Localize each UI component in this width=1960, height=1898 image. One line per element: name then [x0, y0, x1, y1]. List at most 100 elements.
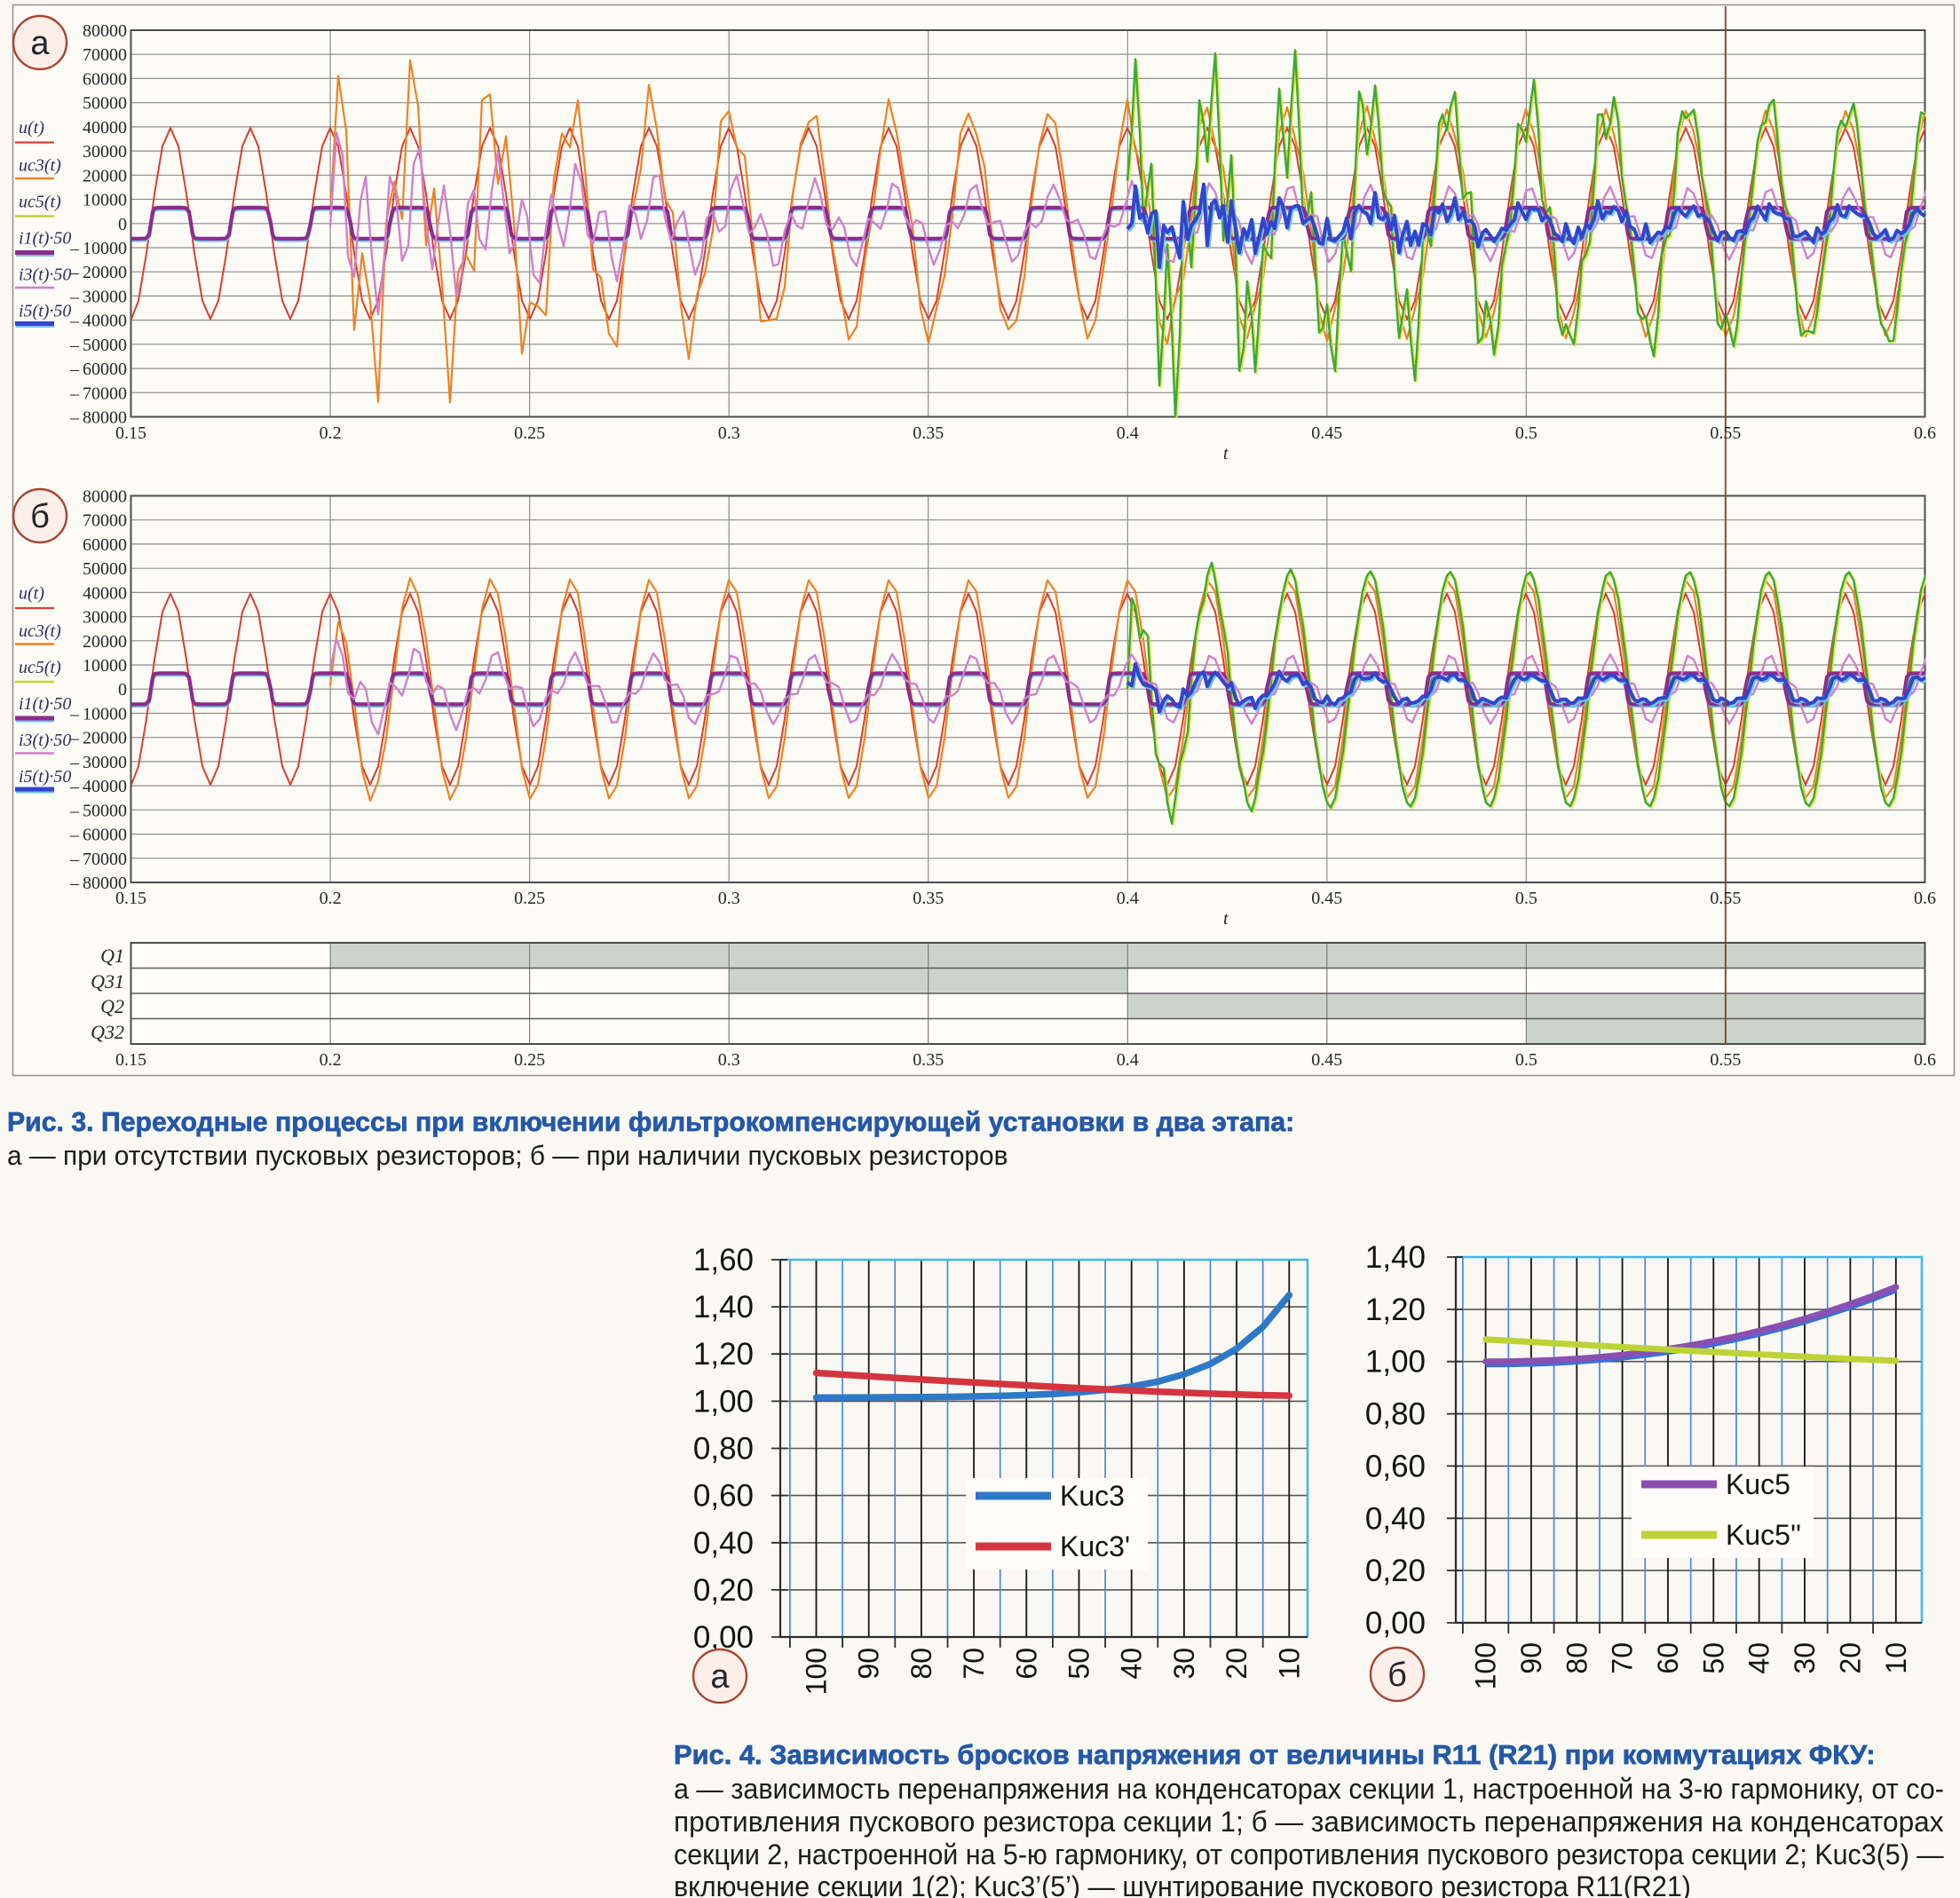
svg-text:секции 2, настроенной на 5-ю г: секции 2, настроенной на 5-ю гармонику, … — [674, 1839, 1944, 1870]
svg-text:0.5: 0.5 — [1515, 889, 1537, 908]
svg-text:70: 70 — [958, 1648, 990, 1680]
svg-text:70000: 70000 — [83, 511, 127, 531]
svg-text:0,80: 0,80 — [1365, 1397, 1426, 1432]
svg-text:0.6: 0.6 — [1914, 1050, 1936, 1070]
svg-text:0.3: 0.3 — [718, 1050, 740, 1070]
svg-text:40: 40 — [1743, 1642, 1775, 1674]
svg-text:0.35: 0.35 — [913, 1050, 944, 1070]
svg-text:60000: 60000 — [83, 535, 127, 555]
svg-text:100: 100 — [801, 1648, 833, 1695]
svg-text:60: 60 — [1652, 1642, 1684, 1674]
svg-text:– 60000: – 60000 — [69, 826, 127, 845]
svg-text:Kuc5'': Kuc5'' — [1726, 1519, 1801, 1551]
svg-text:Рис. 3. Переходные процессы пр: Рис. 3. Переходные процессы при включени… — [7, 1107, 1294, 1137]
svg-text:б: б — [30, 498, 50, 535]
svg-text:– 80000: – 80000 — [69, 408, 127, 428]
svg-text:1,40: 1,40 — [693, 1290, 754, 1325]
svg-text:0.5: 0.5 — [1515, 423, 1537, 443]
svg-text:0.2: 0.2 — [320, 1050, 342, 1070]
svg-text:– 10000: – 10000 — [69, 705, 127, 724]
svg-text:0.25: 0.25 — [514, 423, 545, 443]
svg-text:а — при отсутствии пусковых ре: а — при отсутствии пусковых резисторов; … — [7, 1140, 1008, 1171]
svg-text:0.55: 0.55 — [1710, 423, 1741, 443]
svg-text:– 40000: – 40000 — [69, 777, 127, 796]
svg-text:0.3: 0.3 — [718, 423, 740, 443]
svg-text:0.45: 0.45 — [1311, 1050, 1342, 1070]
svg-text:30: 30 — [1789, 1642, 1821, 1674]
svg-text:– 50000: – 50000 — [69, 801, 127, 820]
svg-text:i5(t)·50: i5(t)·50 — [19, 302, 71, 321]
svg-text:– 70000: – 70000 — [69, 850, 127, 869]
svg-text:0.6: 0.6 — [1914, 889, 1936, 908]
svg-text:u(t): u(t) — [19, 584, 44, 604]
svg-text:– 30000: – 30000 — [69, 753, 127, 772]
svg-text:0.55: 0.55 — [1710, 1050, 1741, 1070]
svg-text:10: 10 — [1273, 1648, 1305, 1680]
svg-text:i1(t)·50: i1(t)·50 — [19, 229, 71, 249]
svg-text:1,40: 1,40 — [1365, 1240, 1426, 1275]
svg-text:20: 20 — [1834, 1642, 1866, 1674]
svg-text:Q32: Q32 — [91, 1021, 124, 1043]
svg-text:30000: 30000 — [83, 142, 127, 162]
svg-text:– 50000: – 50000 — [69, 336, 127, 355]
svg-text:0.4: 0.4 — [1117, 889, 1139, 908]
svg-text:0.15: 0.15 — [115, 423, 146, 443]
svg-text:0,80: 0,80 — [693, 1432, 754, 1467]
svg-text:80: 80 — [1561, 1642, 1592, 1674]
svg-text:0.3: 0.3 — [718, 889, 740, 908]
svg-text:1,00: 1,00 — [1365, 1345, 1426, 1380]
svg-text:10000: 10000 — [83, 656, 127, 676]
svg-text:0: 0 — [118, 680, 127, 700]
svg-text:80: 80 — [905, 1648, 937, 1680]
svg-text:30000: 30000 — [83, 608, 127, 628]
svg-text:Kuc3': Kuc3' — [1060, 1530, 1130, 1562]
svg-text:i3(t)·50: i3(t)·50 — [19, 731, 71, 750]
svg-text:60: 60 — [1010, 1648, 1042, 1680]
svg-text:1,20: 1,20 — [1365, 1293, 1426, 1327]
svg-text:90: 90 — [853, 1648, 885, 1680]
svg-text:Q2: Q2 — [100, 995, 124, 1017]
svg-text:10000: 10000 — [83, 191, 127, 210]
svg-text:0,20: 0,20 — [693, 1573, 754, 1608]
svg-text:0.45: 0.45 — [1311, 889, 1342, 908]
svg-text:Рис. 4. Зависимость бросков на: Рис. 4. Зависимость бросков напряжения о… — [674, 1739, 1876, 1770]
svg-text:0,00: 0,00 — [1365, 1606, 1426, 1641]
svg-text:30: 30 — [1168, 1648, 1200, 1680]
svg-text:0.25: 0.25 — [514, 889, 545, 908]
svg-text:80000: 80000 — [83, 21, 127, 41]
svg-text:20000: 20000 — [83, 166, 127, 186]
svg-text:50: 50 — [1063, 1648, 1095, 1680]
svg-text:10: 10 — [1880, 1642, 1912, 1674]
svg-text:90: 90 — [1515, 1642, 1547, 1674]
svg-text:– 20000: – 20000 — [69, 263, 127, 282]
svg-text:i1(t)·50: i1(t)·50 — [19, 694, 71, 714]
svg-text:i5(t)·50: i5(t)·50 — [19, 767, 71, 787]
svg-text:uc5(t): uc5(t) — [19, 193, 61, 212]
svg-text:50000: 50000 — [83, 94, 127, 114]
svg-text:u(t): u(t) — [19, 118, 44, 138]
svg-text:0.45: 0.45 — [1311, 423, 1342, 443]
svg-text:– 40000: – 40000 — [69, 312, 127, 331]
svg-text:40: 40 — [1116, 1648, 1148, 1680]
svg-text:а: а — [30, 25, 50, 62]
svg-text:1,60: 1,60 — [693, 1243, 754, 1277]
svg-text:б: б — [1387, 1657, 1407, 1694]
svg-text:Kuc3: Kuc3 — [1060, 1480, 1125, 1512]
svg-text:70: 70 — [1607, 1642, 1639, 1674]
svg-text:uc3(t): uc3(t) — [19, 621, 61, 641]
svg-text:0,60: 0,60 — [693, 1479, 754, 1514]
svg-text:i3(t)·50: i3(t)·50 — [19, 265, 71, 285]
svg-text:– 70000: – 70000 — [69, 384, 127, 403]
svg-text:70000: 70000 — [83, 45, 127, 65]
svg-text:0.5: 0.5 — [1515, 1050, 1537, 1070]
svg-text:1,20: 1,20 — [693, 1337, 754, 1372]
svg-text:0,40: 0,40 — [1365, 1501, 1426, 1536]
svg-text:0.15: 0.15 — [115, 1050, 146, 1070]
svg-text:0.15: 0.15 — [115, 889, 146, 908]
svg-text:Q31: Q31 — [91, 970, 124, 992]
svg-text:противления пускового резистор: противления пускового резистора секции 1… — [674, 1806, 1944, 1838]
svg-text:0.6: 0.6 — [1914, 423, 1936, 443]
svg-text:включение секции 1(2); Kuc3’(5: включение секции 1(2); Kuc3’(5’) — шунти… — [674, 1870, 1691, 1898]
svg-text:0.55: 0.55 — [1710, 889, 1741, 908]
svg-text:– 20000: – 20000 — [69, 729, 127, 748]
